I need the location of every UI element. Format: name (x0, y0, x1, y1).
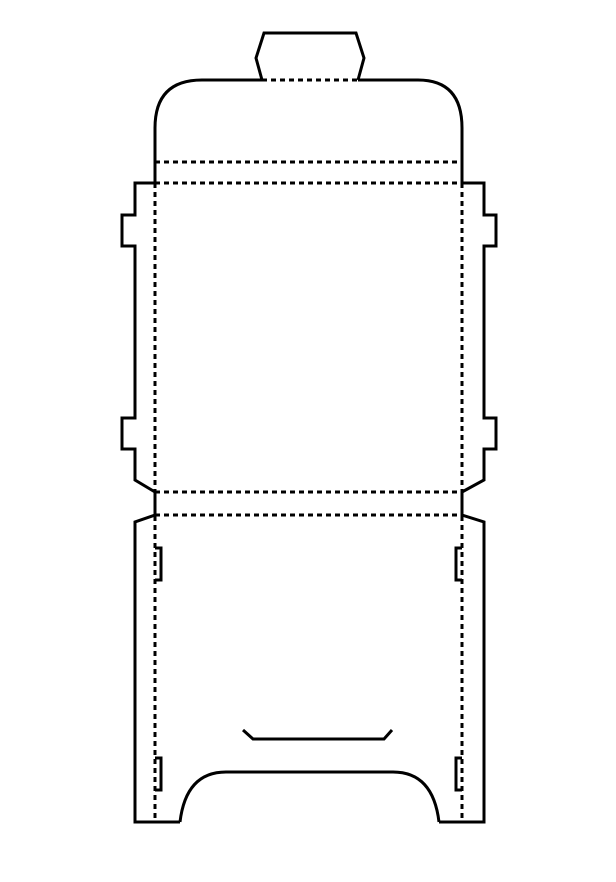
left-upper-clip-cut (155, 546, 163, 582)
right-lower-clip-cut (454, 756, 462, 792)
right-side-cut (460, 162, 498, 494)
lock-slot-cut (241, 728, 394, 741)
cut-lines (120, 31, 498, 824)
left-lower-clip-cut (155, 756, 163, 792)
left-side-cut (120, 162, 157, 494)
top-flap-cut (153, 78, 464, 162)
top-tuck-tab-cut (254, 31, 366, 81)
right-upper-clip-cut (454, 546, 462, 582)
fold-lines (153, 78, 464, 822)
left-waist-cut (133, 492, 180, 824)
bottom-arch-cut (178, 770, 441, 823)
